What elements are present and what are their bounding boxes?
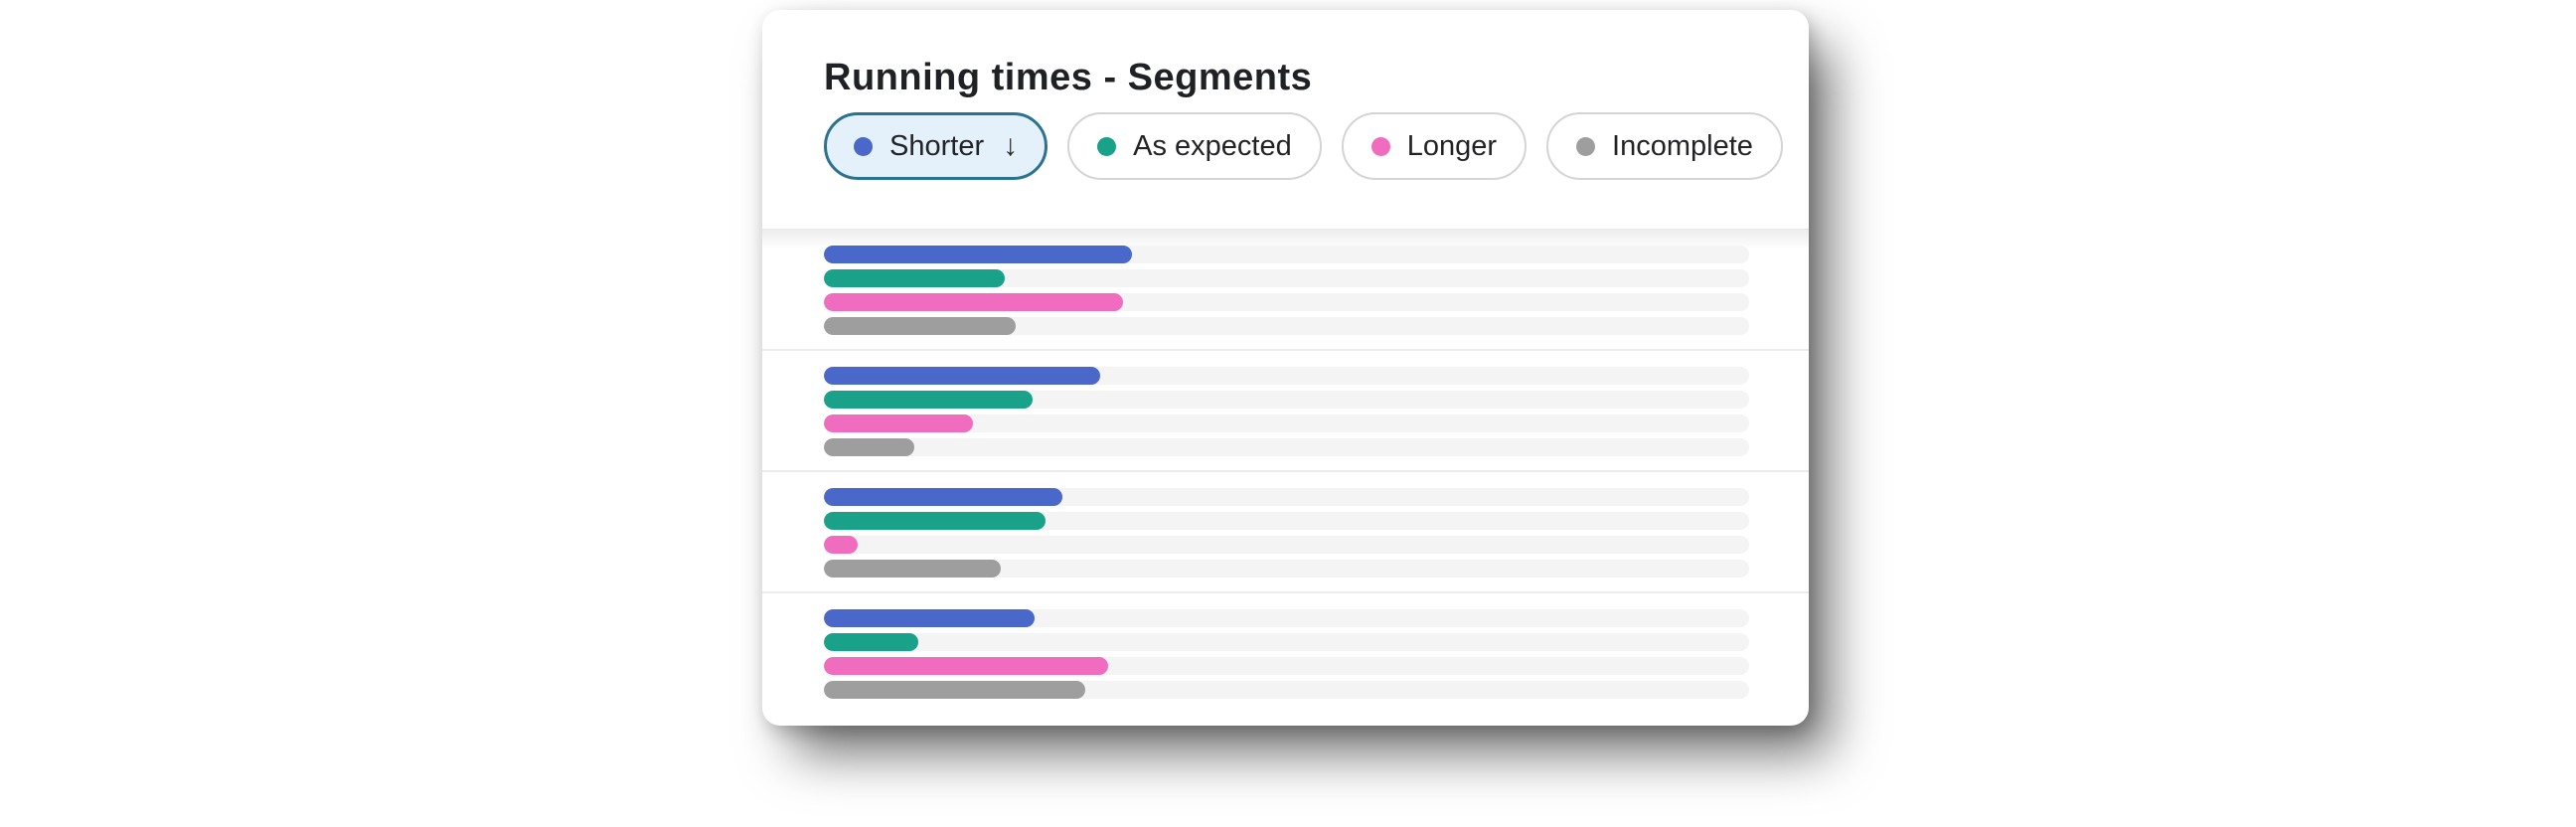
segment-group (762, 230, 1809, 351)
bar-track (824, 293, 1749, 311)
bar-track (824, 633, 1749, 651)
segment-list (762, 229, 1809, 726)
bar-shorter (824, 488, 1063, 506)
bar-longer (824, 536, 858, 554)
bar-shorter (824, 609, 1036, 627)
segment-group (762, 593, 1809, 713)
bar-shorter (824, 367, 1101, 385)
bar-track (824, 246, 1749, 263)
bar-track (824, 317, 1749, 335)
bar-shorter (824, 246, 1133, 263)
bar-incomplete (824, 560, 1001, 578)
filter-pill-label-as-expected: As expected (1133, 129, 1292, 162)
bar-as-expected (824, 391, 1034, 409)
bar-track (824, 367, 1749, 385)
filter-pill-longer[interactable]: Longer (1341, 112, 1528, 180)
bar-incomplete (824, 681, 1085, 699)
filter-pill-as-expected[interactable]: As expected (1067, 112, 1322, 180)
bar-track (824, 536, 1749, 554)
bar-as-expected (824, 633, 918, 651)
filter-pill-label-longer: Longer (1406, 129, 1498, 162)
status-dot-icon (1097, 136, 1117, 156)
status-dot-icon (1370, 136, 1390, 156)
filter-pill-label-shorter: Shorter (889, 129, 985, 162)
filter-pill-incomplete[interactable]: Incomplete (1546, 112, 1783, 180)
bar-incomplete (824, 438, 915, 456)
bar-as-expected (824, 269, 1006, 287)
bar-as-expected (824, 512, 1046, 530)
segment-group (762, 351, 1809, 472)
bar-track (824, 609, 1749, 627)
bar-track (824, 414, 1749, 432)
bar-track (824, 657, 1749, 675)
bar-track (824, 438, 1749, 456)
sort-descending-icon: ↓ (1003, 129, 1019, 162)
status-dot-icon (1576, 136, 1596, 156)
bar-track (824, 269, 1749, 287)
bar-longer (824, 293, 1123, 311)
bar-track (824, 391, 1749, 409)
filter-pill-label-incomplete: Incomplete (1612, 129, 1753, 162)
bar-longer (824, 657, 1108, 675)
bar-track (824, 681, 1749, 699)
card-title: Running times - Segments (824, 57, 1313, 98)
bar-track (824, 512, 1749, 530)
bar-track (824, 560, 1749, 578)
status-dot-icon (854, 136, 873, 156)
segment-group (762, 472, 1809, 593)
running-times-card: Running times - Segments Shorter ↓ As ex… (762, 10, 1809, 726)
bar-incomplete (824, 317, 1016, 335)
filter-pills: Shorter ↓ As expected Longer Incomplete (824, 112, 1783, 180)
bar-longer (824, 414, 973, 432)
filter-pill-shorter[interactable]: Shorter ↓ (824, 112, 1048, 180)
bar-track (824, 488, 1749, 506)
card-header: Running times - Segments Shorter ↓ As ex… (762, 10, 1809, 229)
